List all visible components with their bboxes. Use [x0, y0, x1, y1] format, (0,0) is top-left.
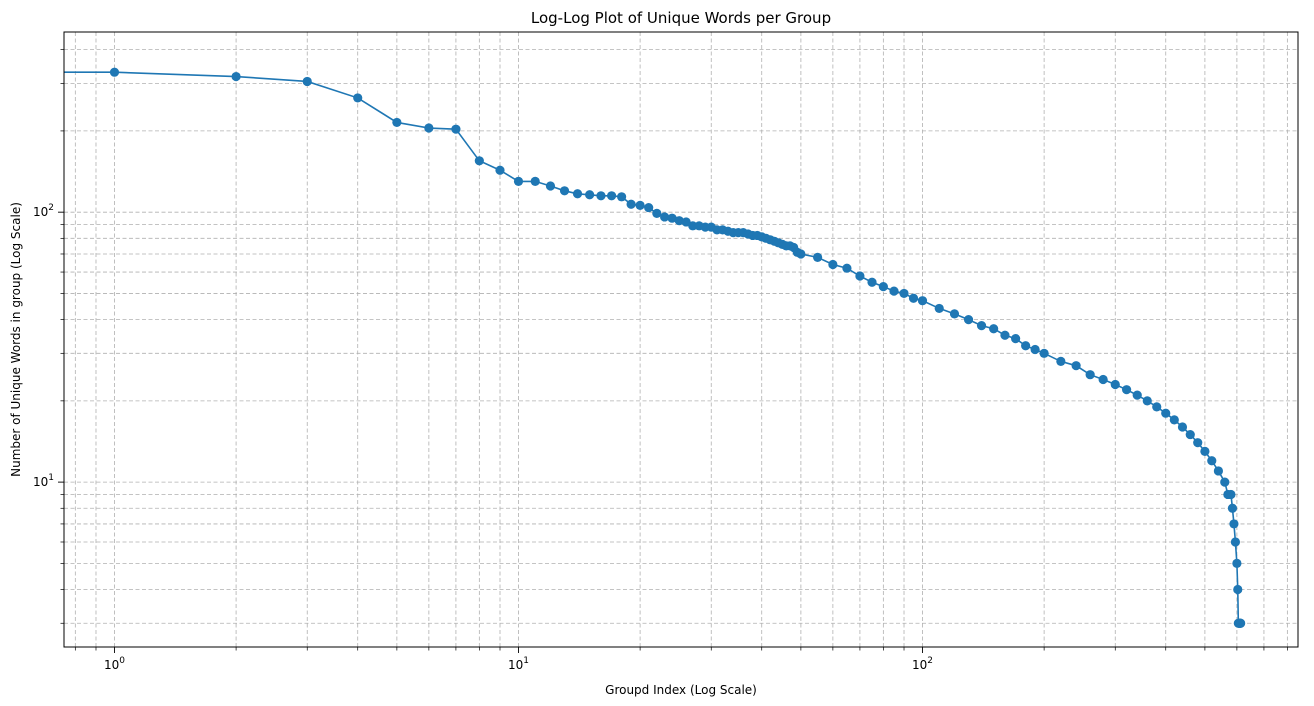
data-point: [1142, 396, 1152, 406]
data-point: [1193, 438, 1203, 448]
data-point: [424, 123, 434, 133]
x-tick-label: 102: [912, 656, 933, 672]
data-point: [1233, 584, 1243, 595]
x-tick-label: 100: [104, 656, 125, 672]
data-point: [899, 288, 909, 299]
data-point: [585, 190, 595, 200]
data-point: [635, 200, 645, 210]
data-point: [1236, 618, 1246, 628]
x-tick-label: 101: [508, 656, 529, 672]
data-point: [606, 191, 617, 201]
data-point: [513, 176, 524, 187]
data-point: [626, 199, 636, 209]
data-point: [878, 282, 888, 292]
data-point: [688, 221, 698, 231]
data-point: [1213, 466, 1223, 476]
y-axis-ticks: 101 102: [33, 49, 64, 624]
data-point: [813, 252, 823, 262]
data-point: [796, 249, 806, 259]
data-point: [353, 93, 363, 103]
data-point: [1207, 456, 1217, 466]
data-point: [1132, 390, 1142, 400]
data-point: [1039, 348, 1049, 358]
data-point: [989, 324, 999, 334]
data-point: [855, 271, 865, 281]
data-point: [1229, 519, 1239, 529]
data-point: [908, 293, 919, 303]
data-point: [1085, 370, 1095, 380]
data-point: [495, 165, 505, 175]
x-axis-label: Groupd Index (Log Scale): [605, 683, 757, 697]
data-point: [1071, 361, 1081, 371]
data-point: [1227, 503, 1238, 513]
data-point: [660, 212, 670, 222]
data-point: [681, 217, 691, 227]
data-point: [1121, 385, 1132, 395]
data-point: [1030, 344, 1040, 355]
data-point: [109, 67, 120, 77]
data-point: [231, 71, 241, 82]
data-point: [652, 208, 662, 218]
data-point: [1021, 341, 1031, 351]
data-point: [545, 181, 556, 191]
y-tick-label: 102: [33, 203, 54, 219]
data-point: [842, 263, 852, 273]
data-point: [674, 216, 684, 226]
data-point: [451, 124, 461, 134]
data-point: [1226, 489, 1236, 500]
data-point: [392, 117, 402, 128]
data-point: [1200, 446, 1210, 456]
data-point: [963, 314, 974, 325]
data-point: [949, 309, 960, 319]
data-point: [889, 286, 899, 296]
data-point: [617, 192, 627, 202]
data-point: [559, 186, 570, 196]
data-point: [917, 296, 928, 306]
data-point: [644, 202, 654, 213]
grid-lines: [64, 32, 1298, 647]
data-point: [1110, 379, 1120, 390]
data-point: [1177, 422, 1188, 432]
data-point: [1011, 334, 1021, 344]
data-point: [1230, 537, 1241, 547]
y-axis-label: Number of Unique Words in group (Log Sca…: [9, 202, 23, 477]
data-point: [572, 189, 583, 199]
data-point: [302, 76, 312, 87]
data-point: [1056, 356, 1066, 367]
data-point: [596, 191, 606, 201]
data-point: [530, 176, 540, 187]
data-point: [1169, 415, 1179, 425]
data-point: [976, 321, 987, 331]
series-markers: [109, 67, 1246, 628]
data-point: [867, 277, 877, 287]
x-axis-ticks: 100 101 102: [74, 647, 1288, 672]
chart-title: Log-Log Plot of Unique Words per Group: [531, 9, 831, 27]
data-point: [1185, 429, 1195, 440]
data-point: [1000, 330, 1010, 340]
series-line-layer: [64, 71, 1241, 625]
data-point: [1161, 408, 1171, 418]
plot-frame: [63, 31, 1299, 648]
data-point: [1098, 374, 1108, 385]
data-point: [474, 156, 484, 166]
data-point: [667, 213, 677, 223]
data-point: [1220, 477, 1230, 487]
data-point: [1232, 558, 1242, 568]
data-point: [934, 303, 944, 314]
data-point: [1152, 402, 1162, 412]
y-tick-label: 101: [33, 473, 54, 489]
data-point: [828, 259, 838, 270]
series-line: [64, 71, 1241, 625]
